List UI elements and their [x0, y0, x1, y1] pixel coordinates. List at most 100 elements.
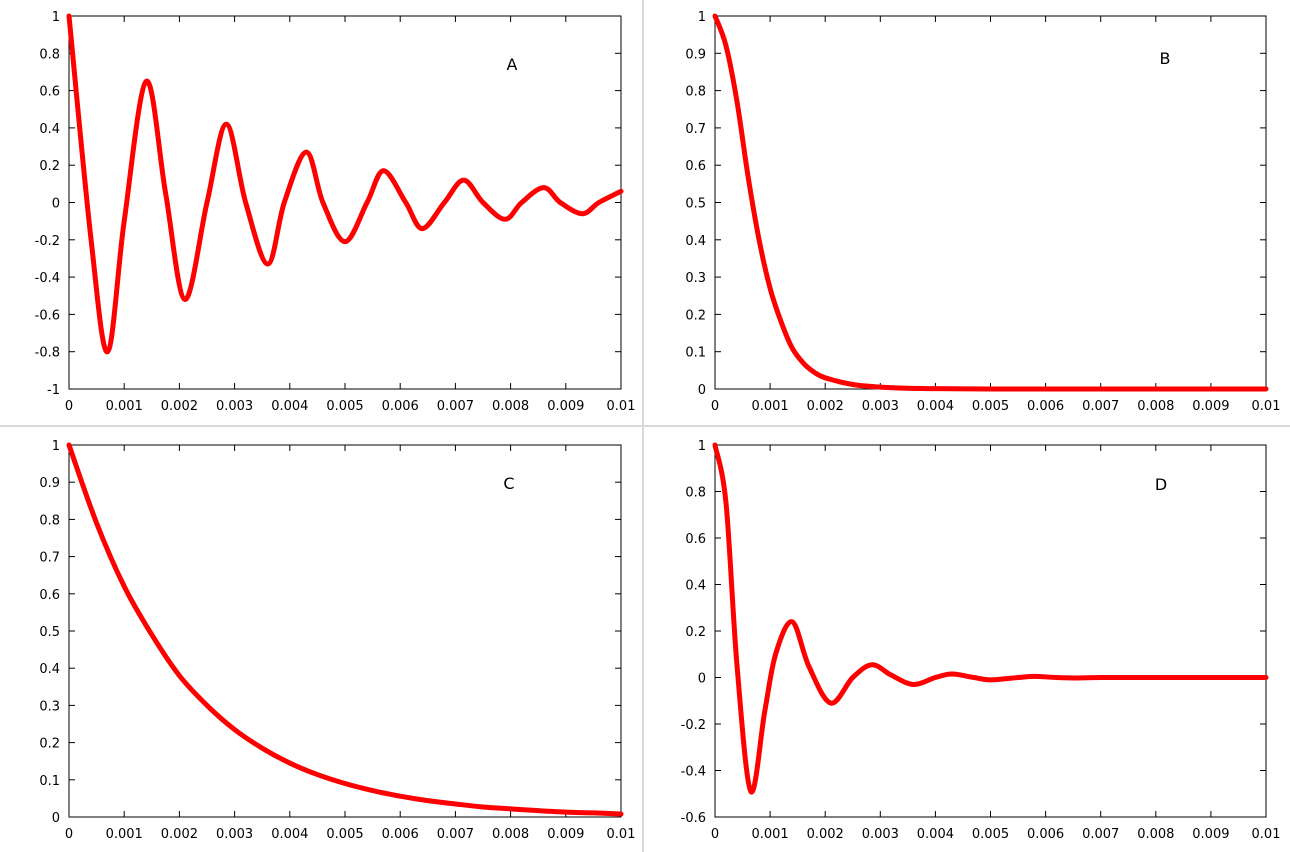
y-tick-label: 1	[698, 439, 706, 454]
x-tick-label: 0.002	[807, 399, 844, 414]
y-tick-label: -0.6	[35, 308, 60, 323]
x-tick-label: 0.008	[1137, 827, 1174, 842]
chart-panel-a: 0 0.001 0.002 0.003 0.004 0.005 0.006 0.007 0.00…	[35, 10, 636, 414]
x-tick-label: 0.005	[972, 399, 1009, 414]
y-tick-label: 0.5	[685, 197, 706, 212]
y-tick-label: 0	[698, 672, 706, 687]
series-line-b	[712, 13, 1269, 392]
x-tick-label: 0.001	[751, 827, 788, 842]
x-tick-label: 0.006	[382, 399, 419, 414]
x-tick-label: 0.004	[917, 399, 954, 414]
y-tick-label: 0.4	[39, 662, 60, 677]
x-tick-label: 0.01	[607, 827, 636, 842]
y-tick-label: 0.2	[39, 159, 60, 174]
panel-label-c: C	[503, 474, 514, 493]
x-tick-label: 0.003	[216, 399, 253, 414]
x-tick-label: 0.01	[1252, 827, 1281, 842]
x-tick-label: 0.004	[271, 827, 308, 842]
x-tick-label: 0.003	[216, 827, 253, 842]
y-tick-label: 0.5	[39, 625, 60, 640]
x-tick-label: 0.005	[326, 827, 363, 842]
y-tick-label: 0.8	[39, 47, 60, 62]
y-tick-label: 0.6	[39, 85, 60, 100]
y-tick-label: 0.8	[685, 85, 706, 100]
y-tick-label: 0	[52, 197, 60, 212]
x-tick-label: 0.002	[161, 827, 198, 842]
y-tick-label: 0.6	[685, 159, 706, 174]
y-tick-label: 1	[52, 10, 60, 25]
x-tick-label: 0.007	[437, 399, 474, 414]
plot-frame-a	[68, 15, 622, 390]
x-tick-label: 0.009	[547, 827, 584, 842]
x-tick-label: 0.001	[106, 827, 143, 842]
panel-label-d: D	[1155, 475, 1167, 494]
x-tick-label: 0.006	[1027, 827, 1064, 842]
x-tick-label: 0.001	[751, 399, 788, 414]
x-tick-label: 0.007	[1082, 827, 1119, 842]
y-tick-label: 0.4	[39, 122, 60, 137]
y-tick-label: -0.2	[35, 234, 60, 249]
x-tick-label: 0.003	[862, 827, 899, 842]
y-tick-label: 0.1	[685, 346, 706, 361]
y-tick-label: 0.3	[685, 271, 706, 286]
x-tick-label: 0.006	[1027, 399, 1064, 414]
x-tick-label: 0	[711, 399, 719, 414]
y-tick-label: 0.7	[39, 551, 60, 566]
y-tick-label: -1	[47, 383, 60, 398]
x-tick-label: 0.005	[326, 399, 363, 414]
y-tick-label: 0.3	[39, 699, 60, 714]
x-tick-label: 0.009	[1192, 827, 1229, 842]
x-tick-label: 0.002	[807, 827, 844, 842]
panel-label-b: B	[1160, 49, 1171, 68]
y-tick-label: 0.2	[39, 737, 60, 752]
x-tick-label: 0.003	[862, 399, 899, 414]
x-tick-label: 0.009	[547, 399, 584, 414]
x-tick-label: 0	[65, 827, 73, 842]
x-tick-label: 0.004	[917, 827, 954, 842]
x-tick-label: 0.01	[1252, 399, 1281, 414]
chart-panel-d: 0 0.001 0.002 0.003 0.004 0.005 0.006 0.007 0.00…	[681, 439, 1281, 842]
x-tick-label: 0	[711, 827, 719, 842]
y-tick-label: -0.4	[681, 765, 706, 780]
x-tick-label: 0.007	[1082, 399, 1119, 414]
chart-panel-c: 0 0.001 0.002 0.003 0.004 0.005 0.006 0.007 0.00…	[39, 439, 635, 842]
x-tick-label: 0.008	[1137, 399, 1174, 414]
y-tick-label: 0.4	[685, 579, 706, 594]
y-tick-label: -0.4	[35, 271, 60, 286]
y-tick-label: 0.4	[685, 234, 706, 249]
x-tick-label: 0.005	[972, 827, 1009, 842]
y-tick-label: 0.8	[685, 486, 706, 501]
y-tick-label: 0.6	[39, 588, 60, 603]
y-tick-label: 0.7	[685, 122, 706, 137]
y-tick-label: 0.9	[685, 47, 706, 62]
y-tick-label: 0	[698, 383, 706, 398]
y-tick-label: 0.2	[685, 308, 706, 323]
x-tick-label: 0.004	[271, 399, 308, 414]
y-tick-label: 0.6	[685, 532, 706, 547]
x-tick-label: 0.001	[106, 399, 143, 414]
y-tick-label: -0.8	[35, 346, 60, 361]
x-tick-label: 0.008	[492, 399, 529, 414]
x-tick-label: 0.007	[437, 827, 474, 842]
series-line-c	[66, 442, 624, 817]
x-tick-label: 0.01	[607, 399, 636, 414]
y-tick-label: -0.6	[681, 811, 706, 826]
y-tick-label: -0.2	[681, 718, 706, 733]
y-tick-label: 0.8	[39, 513, 60, 528]
y-tick-label: 0	[52, 811, 60, 826]
y-tick-label: 0.2	[685, 625, 706, 640]
y-tick-label: 1	[698, 10, 706, 25]
y-tick-label: 0.9	[39, 476, 60, 491]
x-tick-label: 0.002	[161, 399, 198, 414]
panel-label-a: A	[507, 55, 518, 74]
chart-panel-b: 0 0.001 0.002 0.003 0.004 0.005 0.006 0.007 0.00…	[685, 10, 1280, 414]
x-tick-label: 0.008	[492, 827, 529, 842]
x-tick-label: 0.006	[382, 827, 419, 842]
y-tick-label: 1	[52, 439, 60, 454]
y-tick-label: 0.1	[39, 774, 60, 789]
x-tick-label: 0	[65, 399, 73, 414]
series-line-a	[66, 13, 624, 355]
x-tick-label: 0.009	[1192, 399, 1229, 414]
series-line-d	[712, 442, 1269, 795]
